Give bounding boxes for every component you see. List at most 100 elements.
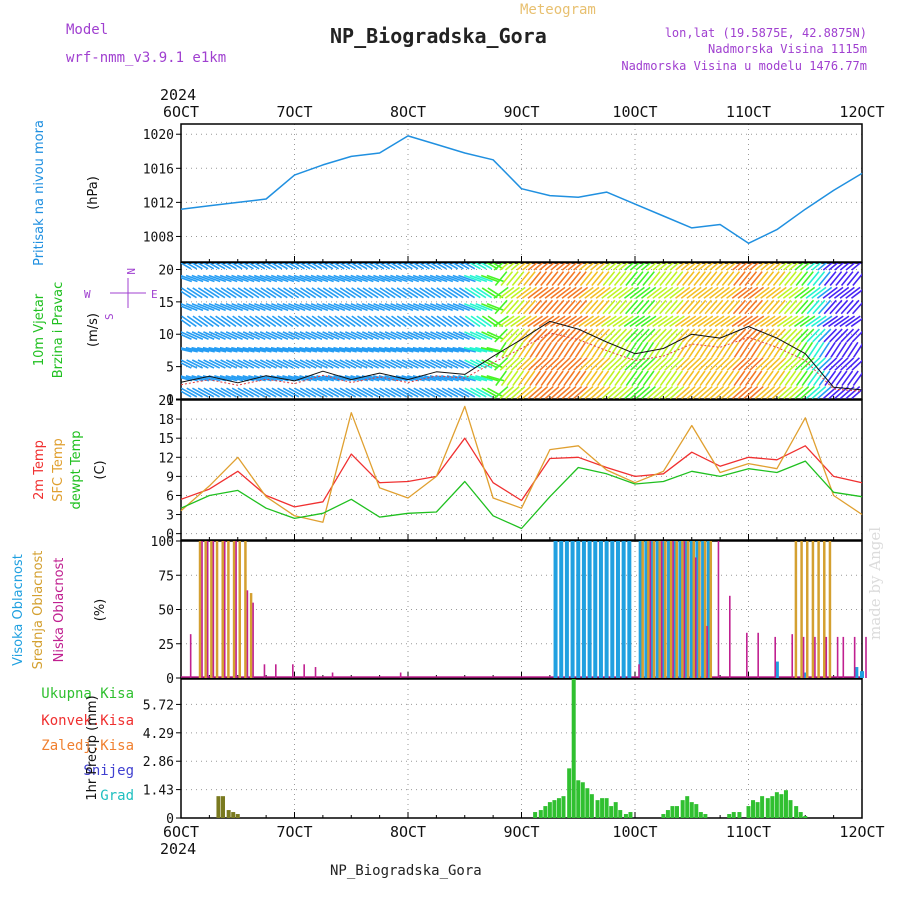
low-cloud-bar — [263, 664, 266, 678]
wind-barb — [732, 299, 747, 315]
wind-barb — [708, 315, 725, 328]
wind-barb — [607, 299, 622, 315]
wind-barb — [243, 315, 260, 328]
wind-barb — [641, 386, 656, 399]
wind-barb — [226, 387, 243, 398]
wind-barb — [321, 346, 340, 353]
wind-barb — [333, 274, 351, 283]
wind-barb — [579, 357, 594, 371]
wind-barb — [237, 315, 254, 328]
wind-barb — [225, 274, 244, 283]
mid-cloud-bar — [692, 541, 695, 678]
wind-barb — [705, 370, 717, 387]
wind-barb — [299, 375, 317, 382]
wind-barb — [602, 328, 616, 343]
mid-cloud-bar — [664, 541, 667, 678]
wind-barb — [452, 331, 470, 340]
wind-barb — [652, 286, 668, 299]
wind-barb — [453, 387, 470, 398]
wind-barb — [493, 315, 509, 328]
wind-barb — [378, 263, 391, 270]
wind-barb — [597, 341, 609, 358]
cloud-units-label: (%) — [93, 599, 108, 622]
wind-barb — [521, 286, 538, 299]
y-tick-label: 1020 — [143, 128, 174, 143]
wind-barb — [412, 263, 425, 270]
low-cloud-bar — [275, 664, 277, 678]
wind-barb — [344, 331, 363, 340]
mid-cloud-bar — [652, 541, 656, 678]
high-cloud-bar — [706, 541, 711, 678]
wind-barb — [292, 263, 305, 270]
wind-barb — [311, 359, 328, 369]
low-cloud-bar — [694, 557, 697, 678]
wind-barb — [499, 328, 514, 343]
precip-bar — [576, 780, 581, 818]
x-tick-label-top: 7OCT — [276, 103, 312, 121]
wind-barb — [562, 271, 576, 287]
high-cloud-bar — [661, 541, 666, 678]
wind-barb — [550, 263, 561, 271]
wind-barb — [652, 263, 663, 271]
wind-barb — [716, 271, 729, 287]
wind-barb — [225, 375, 244, 382]
wind-barb — [475, 274, 493, 283]
y-tick-label: 20 — [158, 263, 174, 278]
wind-barb — [475, 387, 493, 398]
wind-barb — [612, 263, 624, 271]
wind-barb — [754, 263, 765, 271]
wind-barb — [846, 328, 860, 343]
wind-barb — [469, 331, 487, 340]
mid-cloud-bar — [686, 541, 690, 678]
wind-barb — [845, 286, 861, 299]
wind-barb — [248, 359, 266, 369]
x-tick-label-top: 11OCT — [726, 103, 771, 121]
wind-barb — [725, 315, 742, 328]
wind-barb — [681, 386, 696, 399]
wind-barb — [487, 315, 504, 328]
wind-barb — [624, 328, 639, 343]
mid-cloud-bar — [658, 541, 661, 678]
high-cloud-bar — [621, 541, 626, 678]
wind-barb — [710, 299, 724, 315]
y-tick-label: 10 — [158, 328, 174, 343]
wind-barb — [765, 315, 782, 328]
wind-barb — [470, 315, 487, 328]
wind-barb — [572, 315, 589, 328]
wind-barb — [186, 287, 203, 299]
wind-barb — [811, 263, 822, 271]
wind-barb — [544, 386, 560, 399]
wind-barb — [248, 331, 266, 340]
high-cloud-bar — [559, 541, 564, 678]
wind-barb — [181, 274, 198, 283]
wind-barb — [822, 286, 838, 299]
product-label: Meteogram — [520, 2, 596, 18]
wind-barb — [607, 357, 622, 371]
wind-barb — [254, 359, 272, 369]
wind-barb — [407, 375, 425, 382]
wind-barb — [501, 341, 513, 358]
wind-barb — [522, 299, 537, 315]
wind-barb — [640, 315, 657, 328]
wind-barb — [277, 287, 294, 299]
wind-barb — [597, 370, 610, 387]
wind-barb — [618, 263, 629, 271]
wind-barb — [236, 375, 255, 382]
wind-barb — [586, 341, 598, 358]
wind-barb — [322, 315, 339, 328]
wind-barb — [590, 328, 605, 343]
wind-barb — [328, 359, 345, 369]
wind-barb — [822, 315, 839, 328]
wind-barb — [766, 328, 781, 343]
wind-barb — [640, 286, 657, 299]
y-tick-label: 1008 — [143, 230, 174, 245]
wind-barb — [555, 315, 572, 328]
wind-barb — [517, 271, 531, 287]
temp-units-label: (C) — [93, 460, 108, 479]
wind-barb — [556, 263, 567, 271]
wind-barb — [703, 386, 719, 399]
wind-barb — [784, 271, 797, 287]
wind-barb — [276, 302, 295, 312]
wind-barb — [699, 341, 711, 358]
wind-barb — [624, 263, 635, 271]
